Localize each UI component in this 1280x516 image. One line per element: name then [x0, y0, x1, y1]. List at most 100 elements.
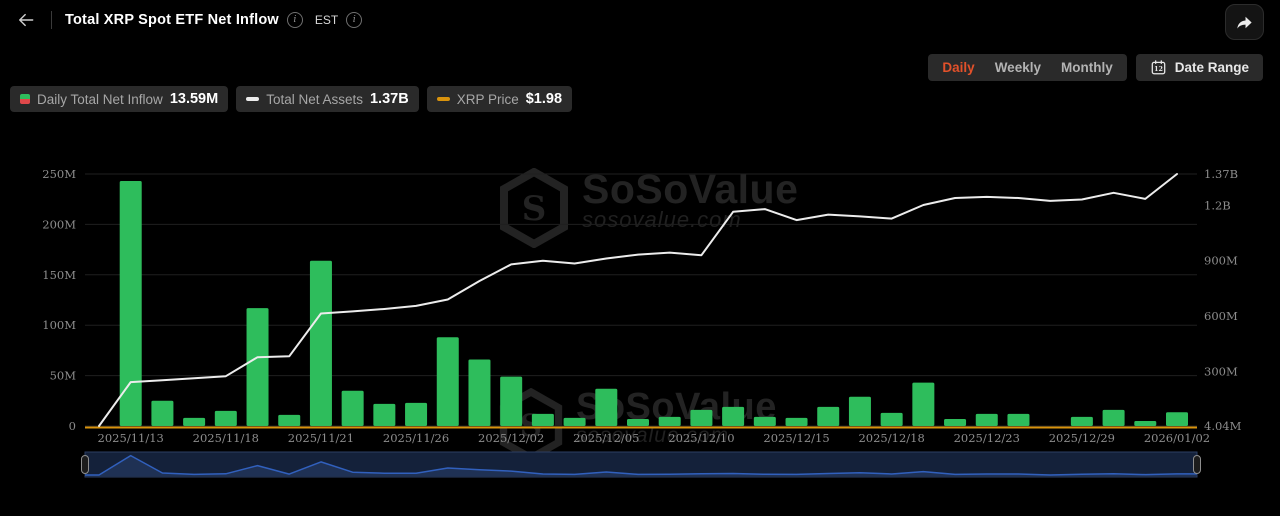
svg-text:2025/12/10: 2025/12/10: [668, 431, 734, 445]
header-divider: [51, 11, 52, 29]
inflow-candle-icon: [20, 94, 30, 104]
svg-text:50M: 50M: [50, 369, 77, 383]
legend-item-daily-net-inflow[interactable]: Daily Total Net Inflow 13.59M: [10, 86, 229, 112]
legend-label: Total Net Assets: [266, 91, 363, 107]
legend-value: 13.59M: [169, 91, 219, 107]
price-line-swatch-icon: [436, 97, 450, 101]
chart-legend: Daily Total Net Inflow 13.59M Total Net …: [10, 86, 573, 112]
inflow-bar[interactable]: [563, 417, 586, 426]
inflow-bar[interactable]: [341, 390, 364, 426]
inflow-bar[interactable]: [595, 388, 618, 426]
svg-text:1.2B: 1.2B: [1204, 198, 1231, 212]
inflow-bar[interactable]: [848, 396, 871, 426]
range-slider[interactable]: [81, 451, 1201, 478]
inflow-bar[interactable]: [278, 414, 301, 426]
share-icon: [1237, 16, 1252, 29]
legend-label: XRP Price: [456, 91, 519, 107]
inflow-bar[interactable]: [1070, 416, 1093, 426]
inflow-bar[interactable]: [500, 376, 523, 426]
svg-text:600M: 600M: [1204, 309, 1238, 323]
tab-daily[interactable]: Daily: [942, 60, 975, 75]
inflow-bar[interactable]: [975, 413, 998, 426]
svg-text:2025/11/21: 2025/11/21: [288, 431, 354, 445]
inflow-bar[interactable]: [183, 417, 206, 426]
svg-text:2025/11/18: 2025/11/18: [193, 431, 259, 445]
svg-text:300M: 300M: [1204, 364, 1238, 378]
svg-text:900M: 900M: [1204, 254, 1238, 268]
top-bar: Total XRP Spot ETF Net Inflow i EST i: [0, 0, 1280, 40]
inflow-bar[interactable]: [627, 418, 649, 426]
share-button[interactable]: [1225, 4, 1264, 40]
main-chart[interactable]: 0 50M 100M 150M 200M 250M 4.04M 300M 600M 900M 1.2…: [0, 140, 1280, 485]
bars-daily-net-inflow: [119, 181, 1188, 426]
left-axis-labels: 0 50M 100M 150M 200M 250M: [42, 167, 76, 433]
svg-text:2025/12/02: 2025/12/02: [478, 431, 544, 445]
inflow-bar[interactable]: [817, 406, 840, 426]
inflow-bar[interactable]: [119, 181, 142, 426]
inflow-bar[interactable]: [785, 417, 808, 426]
page-title: Total XRP Spot ETF Net Inflow: [65, 12, 279, 28]
timezone-info-icon[interactable]: i: [346, 12, 363, 28]
svg-text:2025/12/23: 2025/12/23: [954, 431, 1020, 445]
right-axis-labels: 4.04M 300M 600M 900M 1.2B 1.37B: [1204, 167, 1242, 433]
period-tab-group: Daily Weekly Monthly: [928, 54, 1127, 81]
date-range-label: Date Range: [1174, 60, 1249, 75]
inflow-bar[interactable]: [151, 400, 174, 426]
legend-item-total-net-assets[interactable]: Total Net Assets 1.37B: [236, 86, 419, 112]
inflow-bar[interactable]: [722, 406, 745, 426]
tab-weekly[interactable]: Weekly: [994, 60, 1041, 75]
svg-text:2026/01/02: 2026/01/02: [1144, 431, 1210, 445]
svg-text:2025/12/18: 2025/12/18: [858, 431, 924, 445]
inflow-bar[interactable]: [405, 402, 428, 426]
svg-text:0: 0: [69, 419, 76, 433]
svg-text:100M: 100M: [42, 318, 76, 332]
inflow-bar[interactable]: [1007, 413, 1030, 426]
total-net-assets-line[interactable]: [98, 173, 1178, 427]
svg-text:250M: 250M: [42, 167, 76, 181]
chart-controls: Daily Weekly Monthly 12 Date Range: [928, 54, 1263, 81]
inflow-bar[interactable]: [753, 416, 776, 426]
svg-text:1.37B: 1.37B: [1204, 167, 1238, 181]
title-info-icon[interactable]: i: [286, 12, 303, 28]
range-slider-series-line: [85, 454, 1197, 476]
svg-text:150M: 150M: [42, 268, 76, 282]
svg-text:12: 12: [1154, 65, 1163, 73]
inflow-bar[interactable]: [1134, 420, 1157, 426]
inflow-bar[interactable]: [373, 403, 396, 426]
date-range-button[interactable]: 12 Date Range: [1135, 54, 1263, 81]
svg-text:2025/12/15: 2025/12/15: [763, 431, 829, 445]
grid-lines: [85, 173, 1197, 427]
inflow-bar[interactable]: [658, 416, 681, 426]
calendar-icon: 12: [1151, 60, 1166, 75]
timezone-label: EST: [314, 13, 339, 27]
line-total-net-assets: [98, 173, 1178, 427]
range-handle-right[interactable]: [1193, 455, 1201, 474]
svg-text:4.04M: 4.04M: [1204, 419, 1242, 433]
inflow-bar[interactable]: [944, 418, 967, 426]
svg-text:2025/11/26: 2025/11/26: [383, 431, 449, 445]
inflow-bar[interactable]: [880, 412, 903, 426]
x-axis-labels: 2025/11/13 2025/11/18 2025/11/21 2025/11/26…: [98, 431, 1211, 445]
inflow-bar[interactable]: [246, 308, 269, 426]
inflow-bar[interactable]: [1166, 412, 1188, 426]
tab-monthly[interactable]: Monthly: [1060, 60, 1113, 75]
inflow-bar[interactable]: [309, 260, 332, 426]
inflow-bar[interactable]: [690, 409, 713, 426]
inflow-bar[interactable]: [468, 359, 491, 426]
inflow-bar[interactable]: [436, 337, 459, 426]
svg-text:200M: 200M: [42, 217, 76, 231]
range-handle-left[interactable]: [81, 455, 89, 474]
svg-text:2025/12/29: 2025/12/29: [1049, 431, 1115, 445]
legend-item-xrp-price[interactable]: XRP Price $1.98: [426, 86, 573, 112]
legend-label: Daily Total Net Inflow: [37, 91, 163, 107]
inflow-bar[interactable]: [1102, 409, 1125, 426]
assets-line-swatch-icon: [246, 97, 260, 101]
legend-value: $1.98: [525, 91, 563, 107]
inflow-bar[interactable]: [531, 413, 554, 426]
svg-text:2025/12/05: 2025/12/05: [573, 431, 639, 445]
back-arrow-icon[interactable]: [14, 8, 38, 32]
legend-value: 1.37B: [369, 91, 409, 107]
inflow-bar[interactable]: [214, 410, 237, 426]
inflow-bar[interactable]: [912, 382, 935, 426]
